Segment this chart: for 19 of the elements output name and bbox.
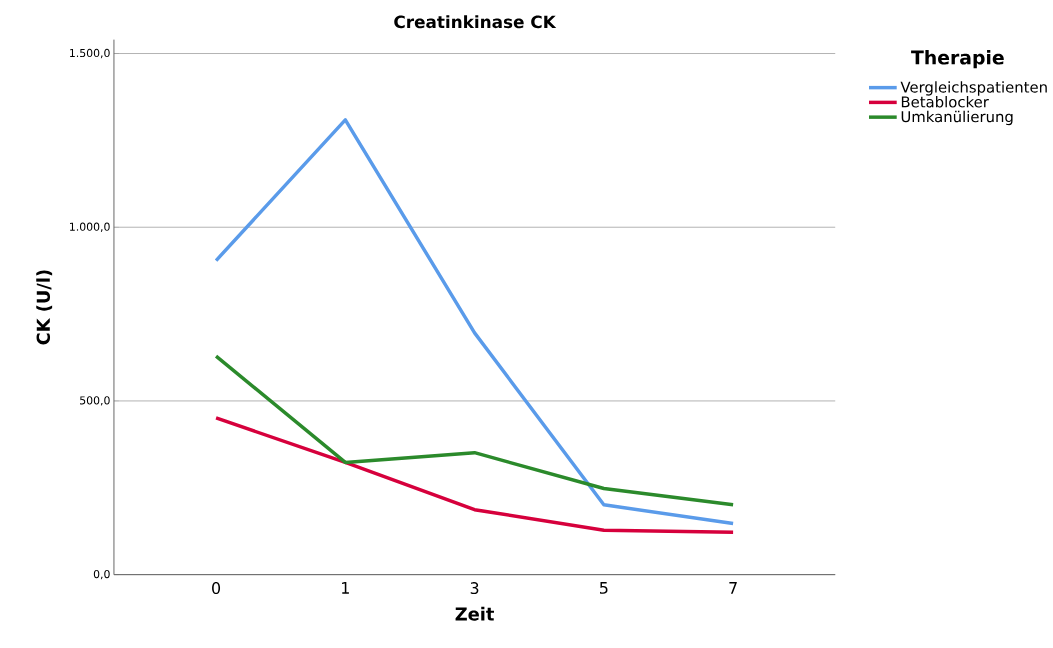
y-tick-label: 1.500,0 (70, 48, 110, 59)
x-tick-label: 3 (470, 582, 479, 595)
line-series (214, 354, 735, 507)
y-tick-label: 0,0 (93, 569, 110, 580)
chart-title: Creatinkinase CK (394, 15, 557, 29)
y-axis-title: CK (U/l) (36, 270, 53, 345)
y-tick-label: 1.000,0 (70, 222, 110, 232)
x-tick-label: 0 (212, 582, 221, 595)
legend-label: Umkanülierung (901, 110, 1013, 126)
x-axis-title: Zeit (455, 606, 494, 621)
legend-label: Vergleichspatienten (900, 81, 1047, 96)
legend-label: Betablocker (901, 96, 989, 108)
y-tick-label: 500,0 (80, 396, 110, 406)
legend-title: Therapie (911, 50, 1004, 69)
x-tick-label: 1 (342, 582, 349, 594)
line-series (214, 416, 735, 535)
x-tick-label: 7 (729, 582, 737, 594)
line-series (214, 118, 735, 526)
x-tick-label: 5 (600, 582, 608, 594)
